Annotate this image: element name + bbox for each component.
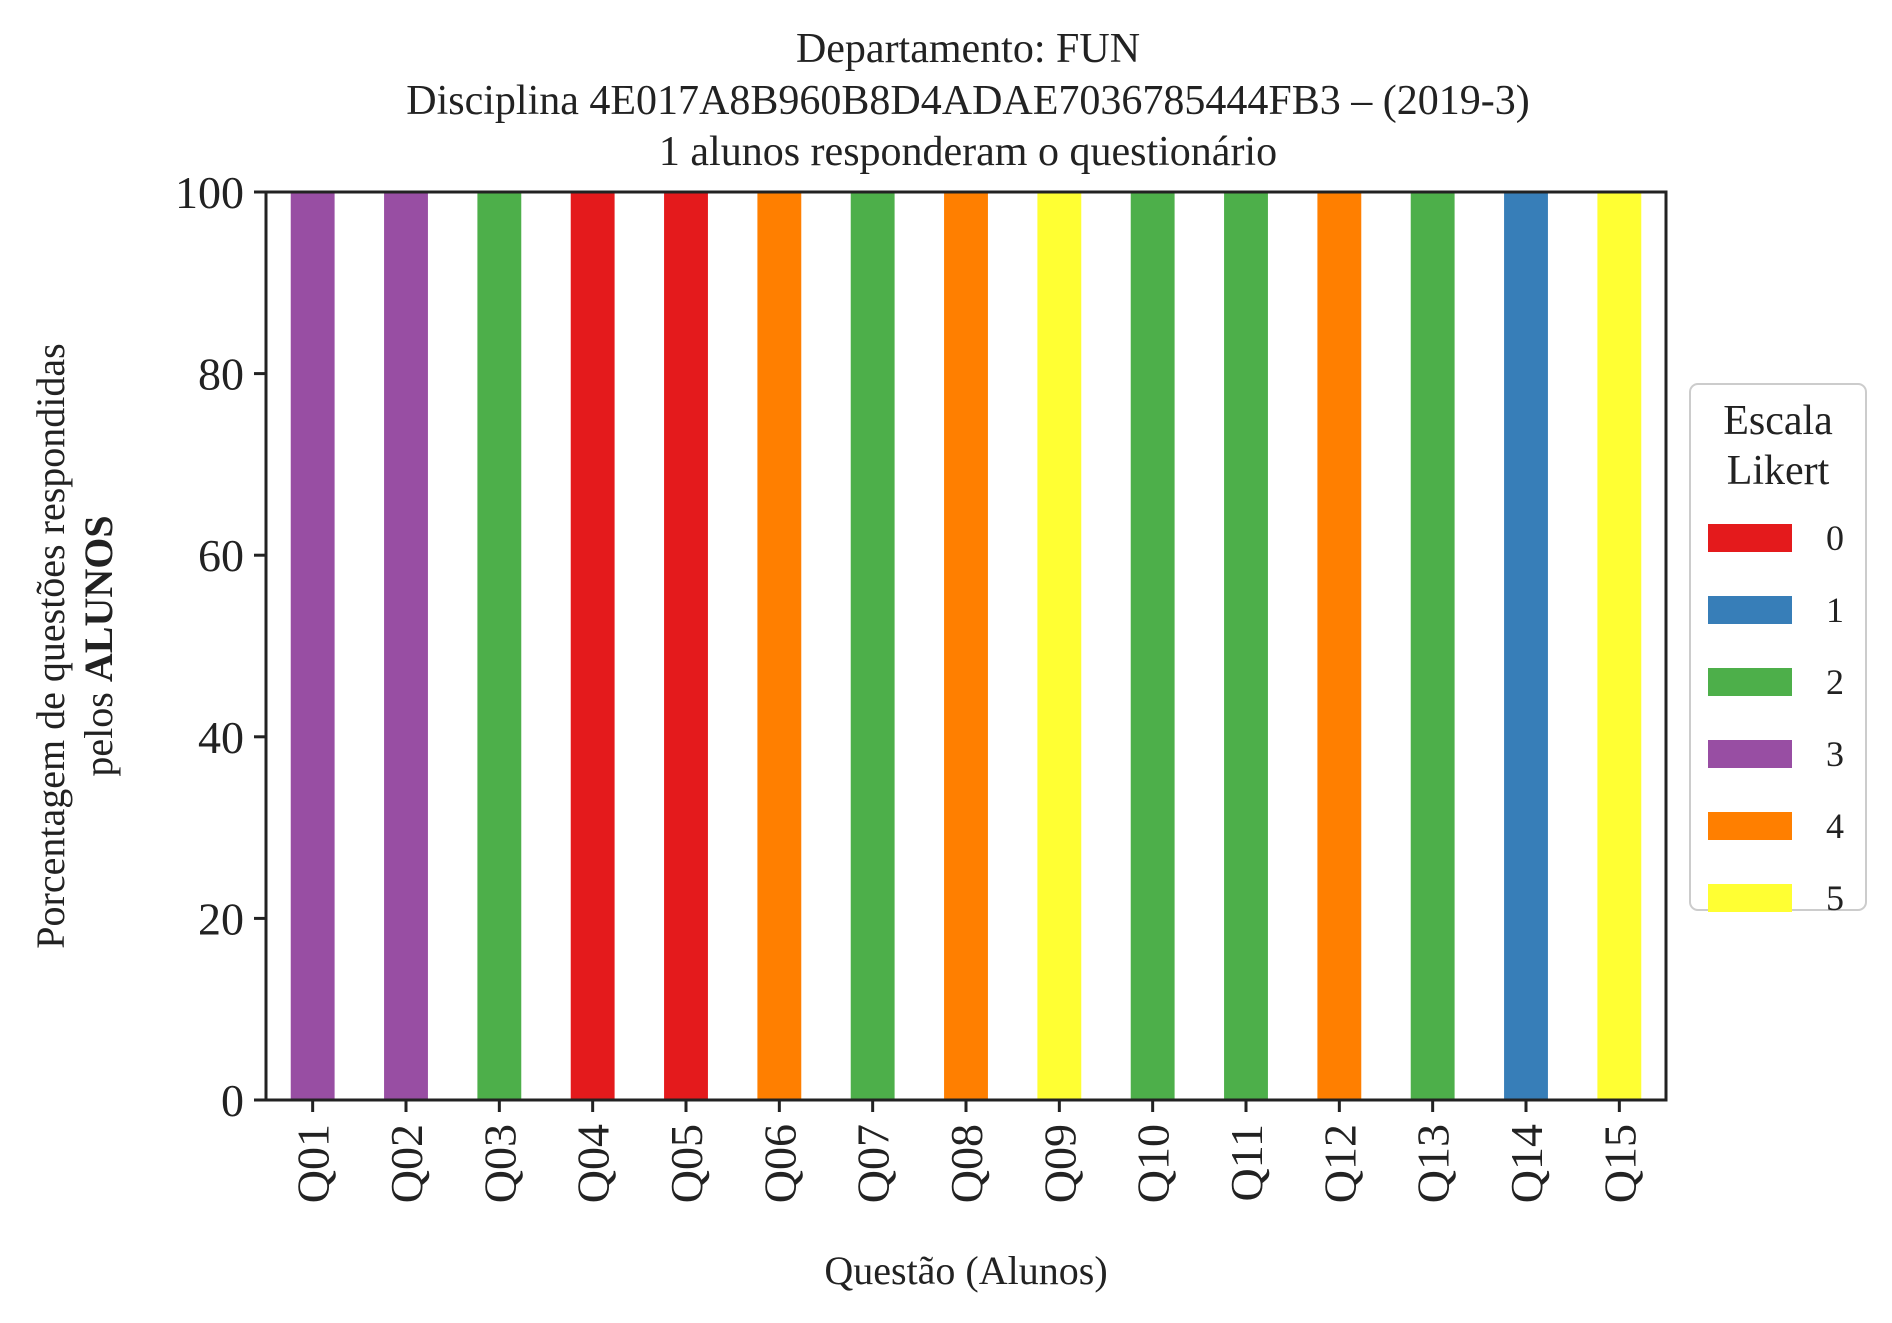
legend-label-1: 1	[1826, 590, 1844, 630]
legend-swatch-0	[1708, 524, 1792, 552]
x-tick-label: Q08	[941, 1124, 992, 1203]
x-axis: Q01 Q02 Q03 Q04 Q05 Q06 Q07 Q08 Q09 Q10 Q11 Q12 Q13 Q…	[288, 1100, 1645, 1203]
legend-swatch-2	[1708, 668, 1792, 696]
bar-Q07-scale-2	[850, 192, 895, 1100]
y-axis-label-line-1: Porcentagem de questões respondidas	[28, 343, 73, 948]
legend-title-line-1: Escala	[1723, 398, 1833, 444]
bar-Q04-scale-0	[570, 192, 615, 1100]
y-tick-label: 20	[198, 893, 244, 944]
x-tick-label: Q10	[1128, 1124, 1179, 1203]
legend-label-0: 0	[1826, 518, 1844, 558]
legend-label-2: 2	[1826, 662, 1844, 702]
y-tick-label: 60	[198, 530, 244, 581]
bar-Q08-scale-4	[944, 192, 988, 1100]
bar-Q10-scale-2	[1130, 192, 1175, 1100]
bar-Q13-scale-2	[1410, 192, 1455, 1100]
title-line-1: Departamento: FUN	[796, 26, 1140, 72]
legend-swatch-5	[1708, 884, 1792, 912]
y-tick-label: 100	[175, 167, 244, 218]
bar-Q09-scale-5	[1037, 192, 1082, 1100]
legend-label-3: 3	[1826, 734, 1844, 774]
y-axis-label-line-2: pelos ALUNOS	[76, 515, 121, 776]
x-tick-label: Q09	[1034, 1124, 1085, 1203]
y-axis-label-prefix: pelos	[76, 682, 121, 776]
bar-Q12-scale-4	[1317, 192, 1362, 1100]
bar-Q05-scale-0	[664, 192, 708, 1100]
x-tick-label: Q07	[848, 1124, 899, 1203]
y-tick-label: 0	[221, 1075, 244, 1126]
legend: Escala Likert 0 1 2 3 4 5	[1689, 383, 1867, 918]
bar-group	[290, 192, 1642, 1100]
x-tick-label: Q15	[1594, 1124, 1645, 1203]
bar-Q02-scale-3	[384, 192, 428, 1100]
legend-swatch-3	[1708, 740, 1792, 768]
y-axis-label-bold: ALUNOS	[76, 515, 121, 682]
legend-swatch-1	[1708, 596, 1792, 624]
legend-entries: 0 1 2 3 4 5	[1708, 518, 1844, 918]
x-tick-label: Q12	[1314, 1124, 1365, 1203]
x-axis-label: Questão (Alunos)	[824, 1248, 1107, 1293]
legend-title-line-2: Likert	[1727, 448, 1830, 494]
title-line-2: Disciplina 4E017A8B960B8D4ADAE7036785444…	[406, 78, 1529, 124]
x-tick-label: Q02	[381, 1124, 432, 1203]
x-tick-label: Q01	[288, 1124, 339, 1203]
y-axis: 0 20 40 60 80 100	[175, 167, 266, 1126]
legend-label-5: 5	[1826, 878, 1844, 918]
y-tick-label: 40	[198, 712, 244, 763]
legend-label-4: 4	[1826, 806, 1844, 846]
bar-Q01-scale-3	[290, 192, 335, 1100]
bar-Q15-scale-5	[1597, 192, 1642, 1100]
title-line-3: 1 alunos responderam o questionário	[659, 129, 1277, 175]
x-tick-label: Q06	[754, 1124, 805, 1203]
x-tick-label: Q14	[1501, 1124, 1552, 1203]
bar-Q14-scale-1	[1504, 192, 1548, 1100]
y-tick-label: 80	[198, 349, 244, 400]
x-tick-label: Q05	[661, 1124, 712, 1203]
legend-swatch-4	[1708, 812, 1792, 840]
x-tick-label: Q03	[474, 1124, 525, 1203]
x-tick-label: Q13	[1408, 1124, 1459, 1203]
y-axis-label: Porcentagem de questões respondidas pelo…	[28, 343, 121, 948]
x-tick-label: Q04	[568, 1124, 619, 1203]
bar-Q11-scale-2	[1224, 192, 1268, 1100]
bar-Q06-scale-4	[757, 192, 802, 1100]
x-tick-label: Q11	[1221, 1124, 1272, 1202]
bar-Q03-scale-2	[477, 192, 522, 1100]
chart-title: Departamento: FUN Disciplina 4E017A8B960…	[406, 26, 1529, 175]
